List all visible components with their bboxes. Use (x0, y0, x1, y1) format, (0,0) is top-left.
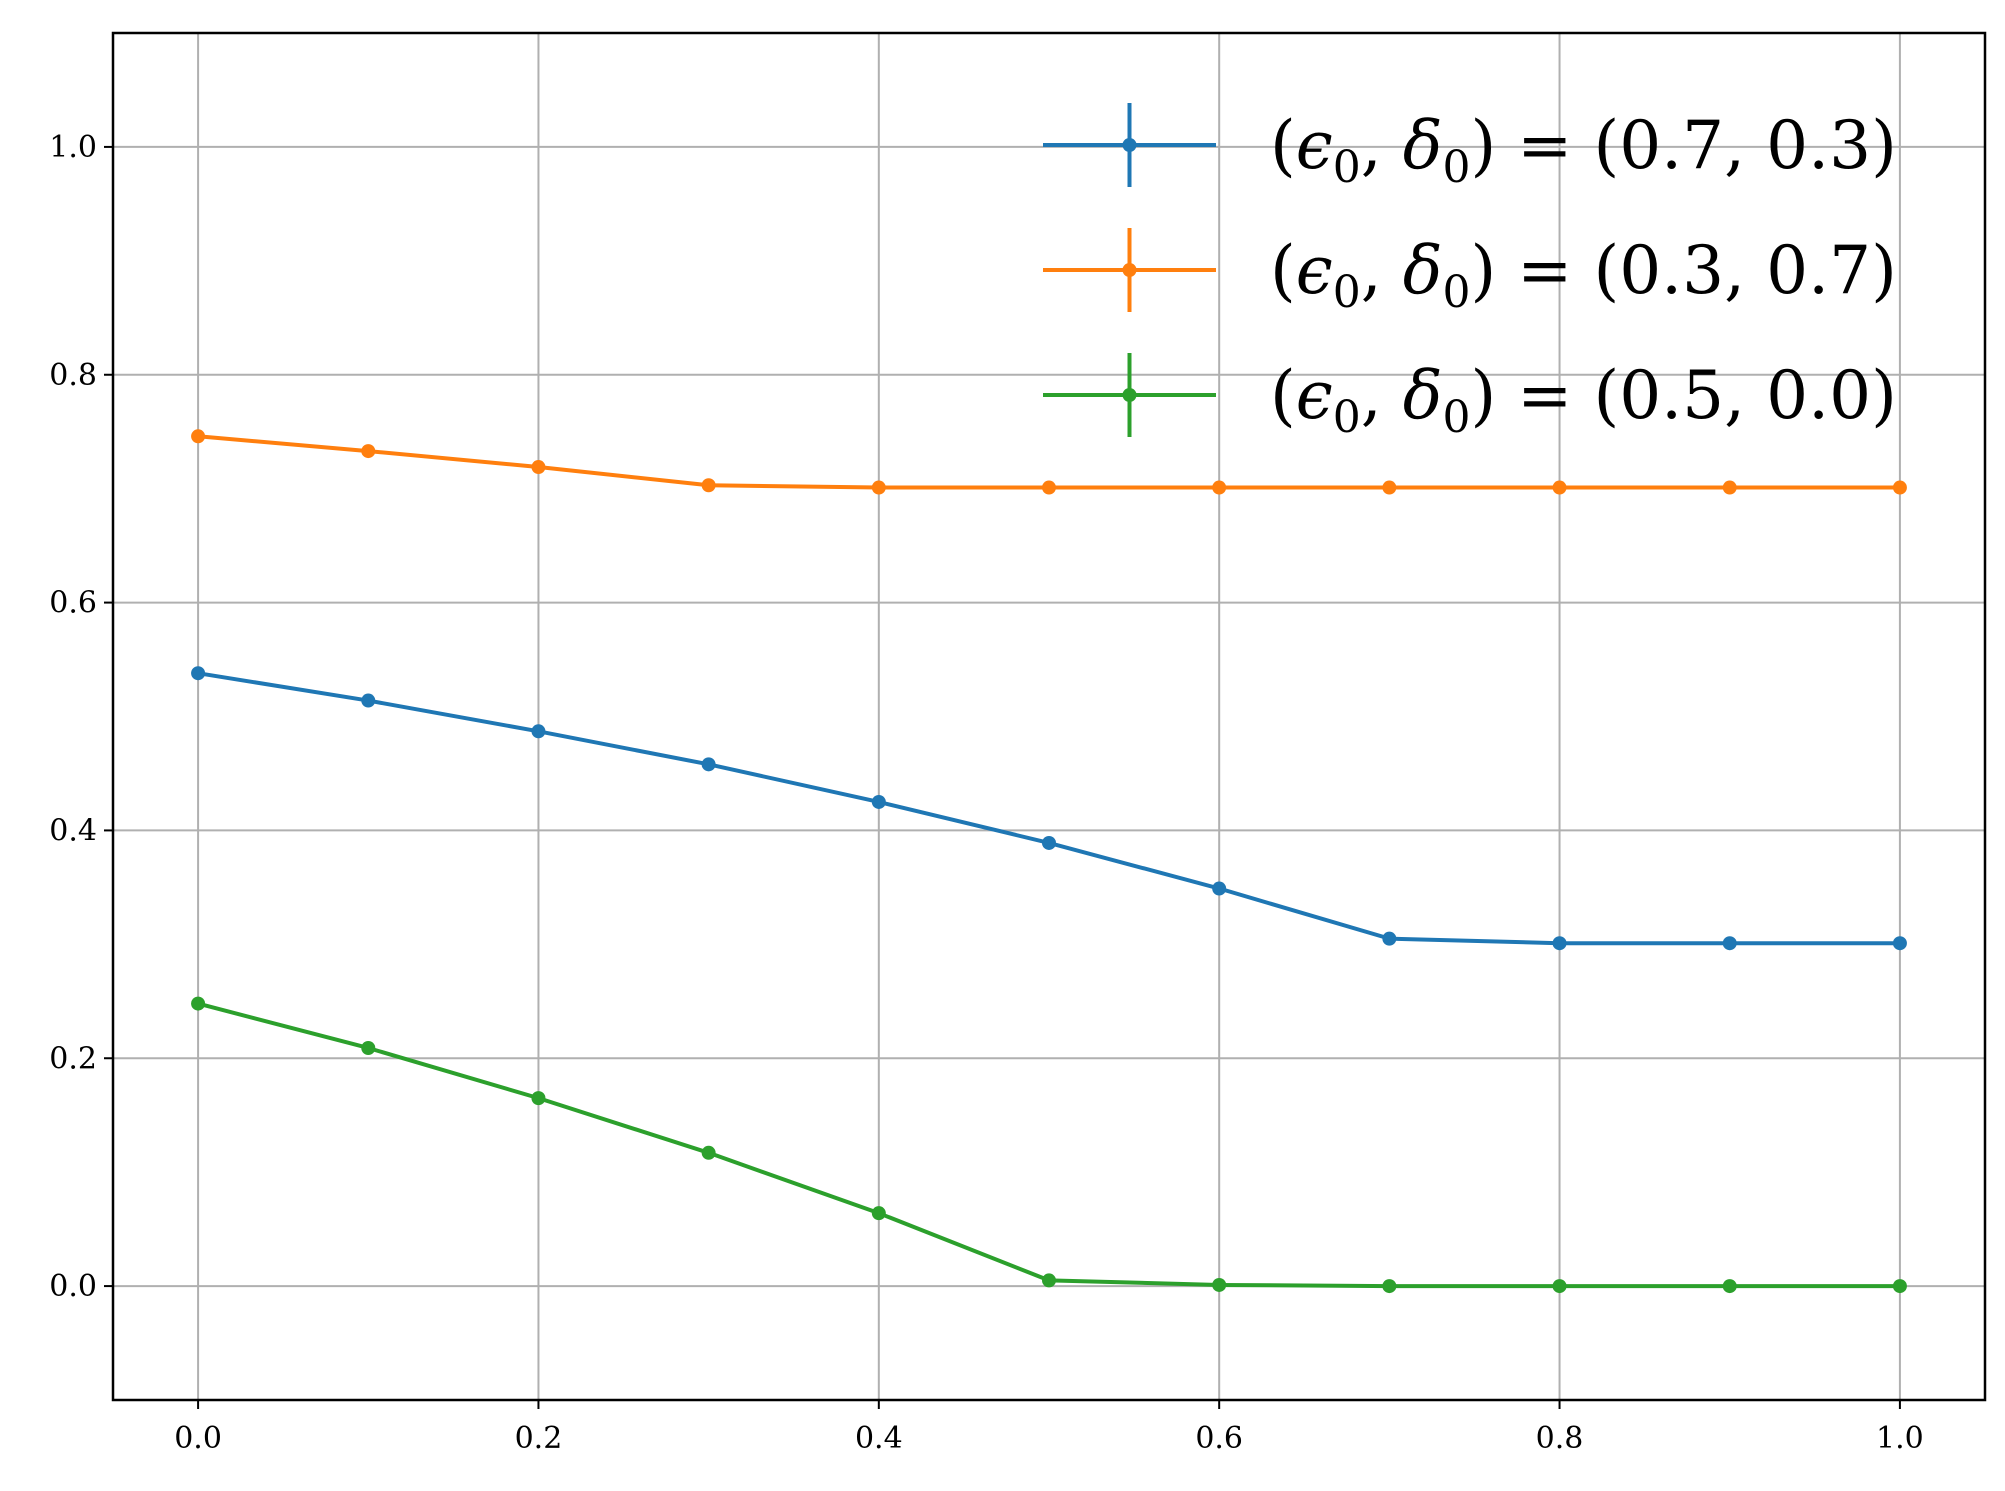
data-point (1722, 1279, 1737, 1294)
data-point (1722, 480, 1737, 495)
legend-entry: (ϵ0, δ0) = (0.5, 0.0) (1043, 353, 1897, 443)
data-point (1212, 1277, 1227, 1292)
legend-label: (ϵ0, δ0) = (0.3, 0.7) (1270, 232, 1897, 318)
x-tick-label: 0.2 (515, 1421, 563, 1456)
data-point (1892, 1279, 1907, 1294)
data-point (701, 757, 716, 772)
data-point (1212, 881, 1227, 896)
data-point (1382, 480, 1397, 495)
legend-entry: (ϵ0, δ0) = (0.7, 0.3) (1043, 103, 1897, 193)
series-1 (191, 666, 1907, 951)
legend: (ϵ0, δ0) = (0.7, 0.3) (ϵ0, δ0) = (0.3, 0.… (1043, 103, 1897, 443)
data-point (1382, 931, 1397, 946)
data-point (1042, 480, 1056, 495)
data-point (1552, 480, 1567, 495)
data-point (361, 444, 376, 459)
data-point (191, 666, 206, 681)
data-point (361, 1040, 376, 1055)
data-point (191, 996, 206, 1011)
legend-label: (ϵ0, δ0) = (0.7, 0.3) (1270, 107, 1897, 193)
data-point (531, 1091, 546, 1106)
y-tick-label: 0.8 (49, 358, 97, 393)
data-point (1212, 480, 1227, 495)
series-3 (191, 996, 1907, 1294)
data-point (531, 724, 546, 739)
legend-marker (1122, 388, 1137, 402)
data-point (1552, 936, 1567, 951)
data-point (531, 460, 546, 475)
y-tick-label: 0.2 (49, 1041, 97, 1076)
y-tick-label: 0.6 (49, 586, 97, 621)
y-tick-label: 0.0 (49, 1269, 97, 1304)
data-point (361, 693, 376, 708)
data-point (1042, 835, 1056, 850)
data-point (1892, 480, 1907, 495)
data-point (701, 478, 716, 493)
series-2 (191, 429, 1907, 495)
y-tick-label: 0.4 (49, 813, 97, 848)
x-tick-label: 1.0 (1876, 1421, 1924, 1456)
legend-label: (ϵ0, δ0) = (0.5, 0.0) (1270, 357, 1897, 443)
data-point (191, 429, 206, 444)
x-tick-label: 0.0 (174, 1421, 222, 1456)
y-tick-label: 1.0 (49, 130, 97, 165)
x-tick-label: 0.4 (855, 1421, 903, 1456)
data-point (871, 480, 886, 495)
axes-frame (111, 31, 1987, 1402)
data-point (1382, 1279, 1397, 1294)
data-point (1892, 936, 1907, 951)
data-point (871, 1206, 886, 1221)
x-tick-label: 0.8 (1536, 1421, 1584, 1456)
data-point (1042, 1273, 1056, 1288)
legend-entry: (ϵ0, δ0) = (0.3, 0.7) (1043, 228, 1897, 318)
data-point (701, 1145, 716, 1160)
x-tick-label: 0.6 (1195, 1421, 1243, 1456)
legend-marker (1122, 138, 1137, 152)
data-point (1552, 1279, 1567, 1294)
ticks: 0.0 0.2 0.4 0.6 0.8 1.0 0.0 0.2 0.4 0.6 0.8 1.0 (49, 130, 1923, 1456)
data-point (1722, 936, 1737, 951)
grid (113, 33, 1985, 1400)
legend-marker (1122, 263, 1137, 277)
series-layer (191, 429, 1907, 1294)
data-point (871, 794, 886, 809)
